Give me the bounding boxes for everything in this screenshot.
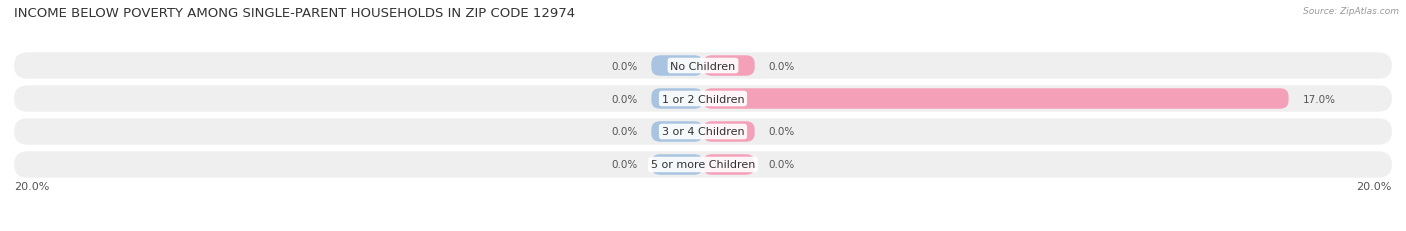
Text: 0.0%: 0.0% xyxy=(769,160,794,170)
Text: 0.0%: 0.0% xyxy=(612,61,637,71)
Text: 5 or more Children: 5 or more Children xyxy=(651,160,755,170)
FancyBboxPatch shape xyxy=(14,152,1392,178)
FancyBboxPatch shape xyxy=(651,155,703,175)
FancyBboxPatch shape xyxy=(651,56,703,76)
Text: 0.0%: 0.0% xyxy=(612,94,637,104)
Text: 1 or 2 Children: 1 or 2 Children xyxy=(662,94,744,104)
FancyBboxPatch shape xyxy=(14,53,1392,79)
FancyBboxPatch shape xyxy=(703,155,755,175)
FancyBboxPatch shape xyxy=(703,56,755,76)
Text: 0.0%: 0.0% xyxy=(612,160,637,170)
Text: 0.0%: 0.0% xyxy=(769,61,794,71)
FancyBboxPatch shape xyxy=(703,122,755,142)
FancyBboxPatch shape xyxy=(651,122,703,142)
Text: INCOME BELOW POVERTY AMONG SINGLE-PARENT HOUSEHOLDS IN ZIP CODE 12974: INCOME BELOW POVERTY AMONG SINGLE-PARENT… xyxy=(14,7,575,20)
Text: 3 or 4 Children: 3 or 4 Children xyxy=(662,127,744,137)
Text: 17.0%: 17.0% xyxy=(1302,94,1336,104)
FancyBboxPatch shape xyxy=(651,89,703,109)
Text: 20.0%: 20.0% xyxy=(1357,181,1392,191)
Text: 0.0%: 0.0% xyxy=(612,127,637,137)
FancyBboxPatch shape xyxy=(703,89,1289,109)
FancyBboxPatch shape xyxy=(14,86,1392,112)
Text: 20.0%: 20.0% xyxy=(14,181,49,191)
Text: No Children: No Children xyxy=(671,61,735,71)
Text: 0.0%: 0.0% xyxy=(769,127,794,137)
FancyBboxPatch shape xyxy=(14,119,1392,145)
Text: Source: ZipAtlas.com: Source: ZipAtlas.com xyxy=(1303,7,1399,16)
